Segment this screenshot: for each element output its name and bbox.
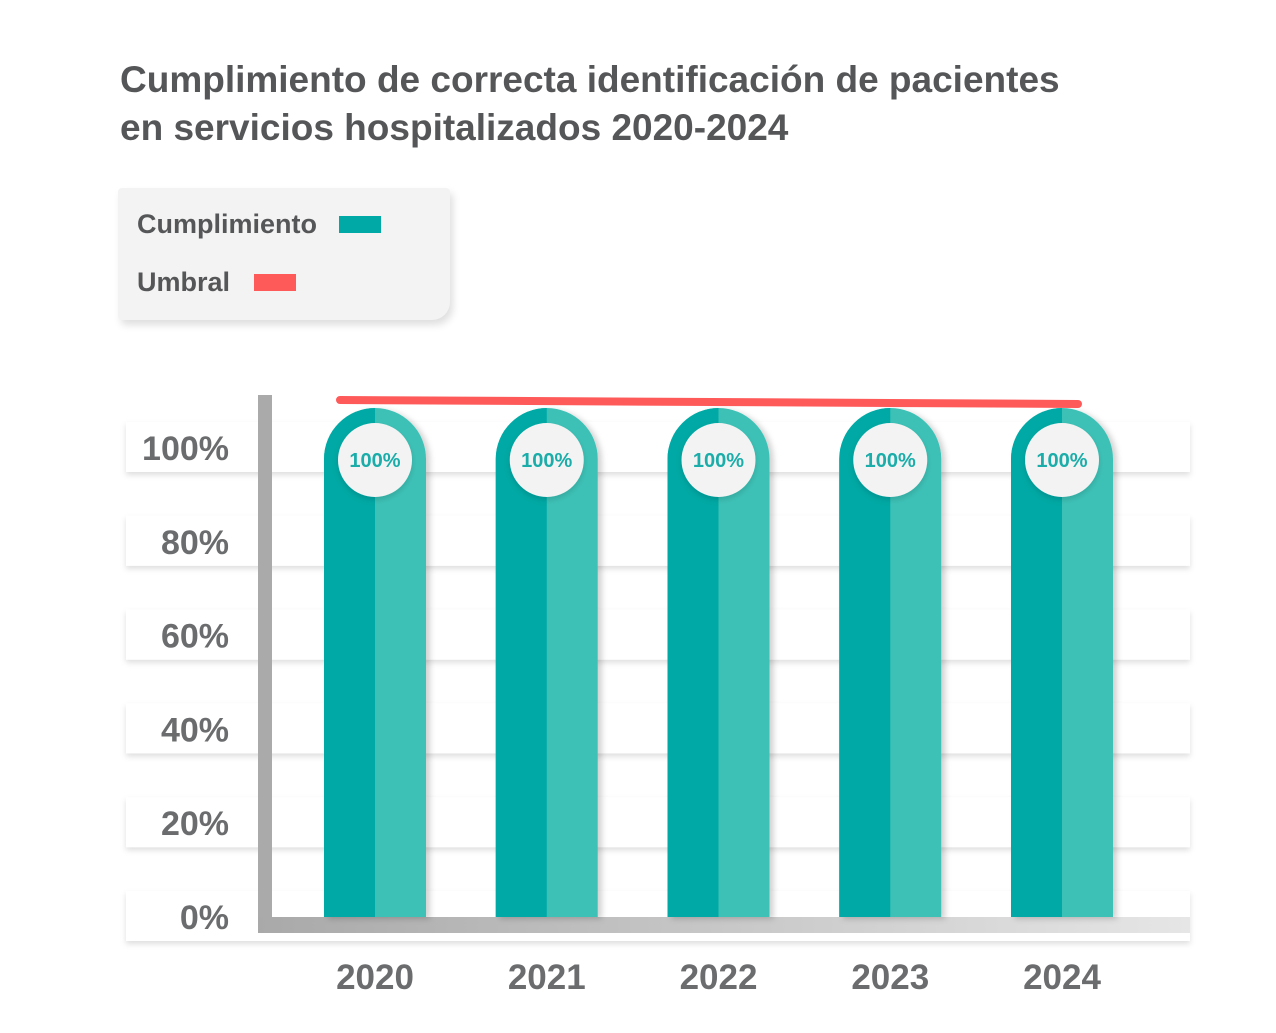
x-tick-label: 2022 (680, 958, 758, 997)
data-label: 100% (338, 423, 412, 497)
bar-left-half (667, 408, 719, 917)
bar-left-half (839, 408, 891, 917)
legend-label-cumplimiento: Cumplimiento (137, 208, 317, 239)
x-tick-label: 2024 (1023, 958, 1101, 997)
chart-title-line-2: en servicios hospitalizados 2020-2024 (120, 107, 789, 148)
y-tick-label: 20% (161, 805, 229, 843)
y-axis-ticks: 0% 20% 40% 60% 80% 100% (142, 430, 229, 937)
data-label-badge (681, 423, 756, 497)
legend: Cumplimiento Umbral (118, 188, 450, 320)
y-tick-label: 80% (161, 524, 229, 562)
x-axis-line (258, 917, 1190, 933)
bar (324, 408, 426, 917)
legend-swatch-cumplimiento (339, 215, 381, 233)
data-label-text: 100% (693, 450, 744, 472)
legend-item-cumplimiento: Cumplimiento (137, 209, 381, 239)
data-label-badge (1025, 423, 1099, 497)
data-label-badge (509, 423, 584, 497)
threshold-line (336, 396, 1082, 408)
axes (258, 395, 1190, 933)
bars (324, 408, 1113, 917)
data-label-text: 100% (349, 450, 400, 472)
y-tick-label: 60% (161, 618, 229, 656)
bar (839, 408, 942, 917)
legend-label-umbral: Umbral (137, 266, 231, 297)
data-label: 100% (1025, 423, 1099, 497)
y-tick-label: 40% (161, 711, 229, 749)
x-tick-label: 2023 (851, 958, 929, 997)
data-label: 100% (509, 423, 584, 497)
data-label-text: 100% (521, 450, 572, 472)
data-label-badge (853, 423, 928, 497)
data-label: 100% (853, 423, 928, 497)
x-tick-label: 2020 (336, 958, 414, 997)
y-tick-label: 100% (142, 430, 229, 468)
data-label-text: 100% (865, 450, 916, 472)
y-tick-label: 0% (180, 899, 229, 937)
bar-left-half (324, 408, 375, 917)
data-label: 100% (681, 423, 756, 497)
threshold-line-group (336, 396, 1082, 408)
data-label-badge (338, 423, 412, 497)
bar (1011, 408, 1113, 917)
y-axis-line (258, 395, 272, 933)
bar-left-half (1011, 408, 1062, 917)
legend-swatch-umbral (254, 273, 297, 291)
x-tick-label: 2021 (508, 958, 586, 997)
legend-item-umbral: Umbral (137, 266, 297, 297)
bar-left-half (495, 408, 547, 917)
chart-title-line-1: Cumplimiento de correcta identificación … (120, 59, 1060, 100)
data-label-text: 100% (1036, 450, 1087, 472)
bar (667, 408, 770, 917)
bar (495, 408, 598, 917)
data-labels: 100% 100% 100% 100% 100% (338, 423, 1099, 497)
chart-title: Cumplimiento de correcta identificación … (120, 56, 1220, 152)
x-axis-ticks: 2020 2021 2022 2023 2024 (336, 958, 1101, 997)
